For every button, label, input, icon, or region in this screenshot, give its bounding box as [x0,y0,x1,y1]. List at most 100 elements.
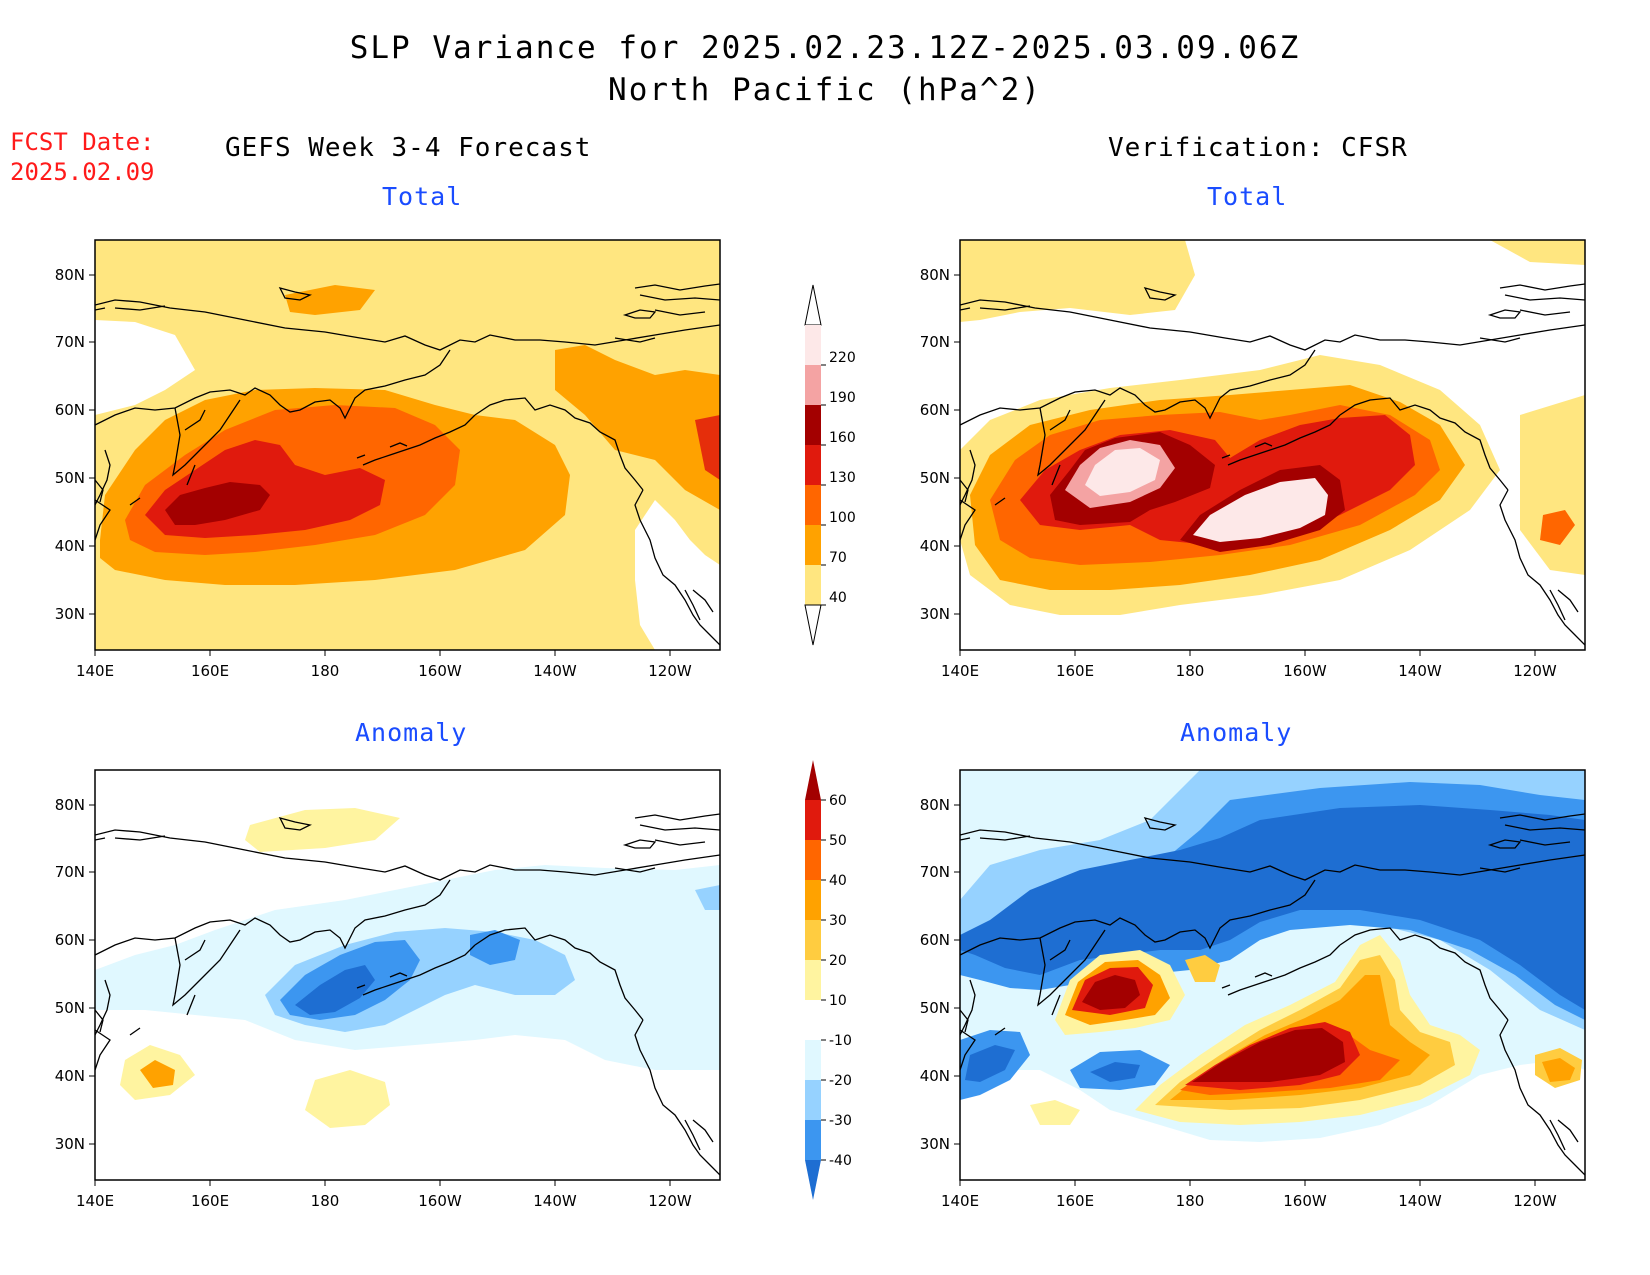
lon-tick-label: 120W [1513,662,1557,680]
lon-tick-label: 160E [1056,1192,1094,1210]
top-left-subtitle: Total [382,182,463,211]
cbar-label: 190 [829,390,856,406]
lat-tick-label: 40N [55,1067,85,1085]
cbar-swatch [805,1000,821,1040]
lat-tick-label: 70N [920,863,950,881]
cbar-arrow-bottom [805,1160,821,1200]
cbar-swatch [805,525,821,565]
lat-tick-label: 80N [920,796,950,814]
cbar-label: 40 [829,590,847,606]
fcst-date: 2025.02.09 [10,158,155,186]
lat-tick-label: 70N [55,863,85,881]
lat-tick-label: 80N [55,796,85,814]
cbar-arrow-top [804,284,822,326]
cbar-arrow-bottom [804,604,822,646]
lat-tick-label: 50N [55,469,85,487]
cbar-swatch [805,800,821,840]
lat-tick-label: 40N [920,537,950,555]
cbar-label: 70 [829,550,847,566]
lon-tick-label: 140W [533,1192,577,1210]
top-right-map [960,240,1585,650]
cbar-arrow-top [805,760,821,800]
cbar-label: 100 [829,510,856,526]
lon-tick-label: 180 [1176,1192,1205,1210]
lon-tick-label: 120W [648,1192,692,1210]
cbar-swatch [805,880,821,920]
lon-tick-label: 160W [418,1192,462,1210]
lon-tick-label: 140E [76,662,114,680]
lon-tick-label: 160E [191,1192,229,1210]
lon-tick-label: 180 [311,662,340,680]
lat-tick-label: 80N [55,266,85,284]
cbar-swatch [805,1120,821,1160]
lat-tick-label: 80N [920,266,950,284]
cbar-label: -20 [829,1073,852,1089]
lat-tick-label: 30N [920,605,950,623]
cbar-label: 20 [829,953,847,969]
cbar-swatch [805,405,821,445]
lat-tick-label: 60N [55,931,85,949]
lon-tick-label: 160W [1283,662,1327,680]
cbar-label: 40 [829,873,847,889]
bottom-right-map [960,770,1585,1180]
cbar-label: 30 [829,913,847,929]
cbar-label: 60 [829,793,847,809]
lat-tick-label: 30N [920,1135,950,1153]
cbar-swatch [805,325,821,365]
lon-tick-label: 180 [1176,662,1205,680]
cbar-label: -10 [829,1033,852,1049]
lon-tick-label: 160E [1056,662,1094,680]
lat-tick-label: 60N [920,401,950,419]
cbar-label: -30 [829,1113,852,1129]
top-right-subtitle: Total [1207,182,1288,211]
lon-tick-label: 120W [648,662,692,680]
bottom-left-map [95,770,720,1180]
cbar-swatch [805,840,821,880]
lon-tick-label: 160W [418,662,462,680]
lon-tick-label: 140W [533,662,577,680]
lat-tick-label: 60N [55,401,85,419]
lat-tick-label: 50N [920,999,950,1017]
lat-tick-label: 50N [920,469,950,487]
right-column-title: Verification: CFSR [1108,133,1408,163]
bottom-right-subtitle: Anomaly [1180,718,1293,747]
lat-tick-label: 50N [55,999,85,1017]
cbar-swatch [805,565,821,605]
lat-tick-label: 40N [920,1067,950,1085]
top-left-map [95,240,720,650]
cbar-label: 50 [829,833,847,849]
lon-tick-label: 160E [191,662,229,680]
cbar-swatch [805,445,821,485]
lon-tick-label: 140E [941,662,979,680]
colorbar-anomaly: 60 50 40 30 20 10 -10 -20 -30 -40 [805,760,852,1200]
axes-layer: 140E 160E 180 160W 140W 120W 80N 70N 60N 50N 40N 30… [55,266,1557,1210]
left-column-title: GEFS Week 3-4 Forecast [225,133,592,163]
cbar-swatch [805,1040,821,1080]
lon-tick-label: 180 [311,1192,340,1210]
main-title: SLP Variance for 2025.02.23.12Z-2025.03.… [349,30,1301,66]
colorbar-total: 220 190 160 130 100 70 40 [804,284,856,646]
lon-tick-label: 140W [1398,1192,1442,1210]
cbar-label: 220 [829,350,856,366]
main-subtitle: North Pacific (hPa^2) [608,72,1042,108]
lat-tick-label: 70N [920,333,950,351]
cbar-swatch [805,960,821,1000]
lon-tick-label: 160W [1283,1192,1327,1210]
lon-tick-label: 140E [76,1192,114,1210]
lat-tick-label: 40N [55,537,85,555]
lat-tick-label: 30N [55,605,85,623]
cbar-swatch [805,485,821,525]
lon-tick-label: 120W [1513,1192,1557,1210]
fcst-label: FCST Date: [10,128,155,156]
cbar-label: -40 [829,1153,852,1169]
lon-tick-label: 140E [941,1192,979,1210]
lat-tick-label: 30N [55,1135,85,1153]
lon-tick-label: 140W [1398,662,1442,680]
lat-tick-label: 70N [55,333,85,351]
cbar-swatch [805,1080,821,1120]
cbar-swatch [805,920,821,960]
bottom-left-subtitle: Anomaly [355,718,468,747]
cbar-label: 130 [829,470,856,486]
cbar-label: 160 [829,430,856,446]
